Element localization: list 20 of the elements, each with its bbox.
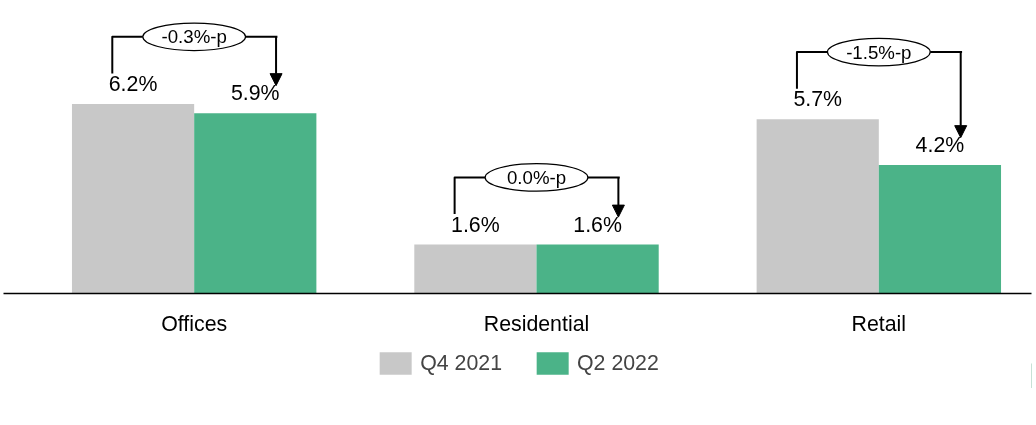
bar: [71, 103, 195, 294]
legend-label: Q4 2021: [420, 350, 502, 376]
x-tick-label: Offices: [161, 311, 228, 336]
legend-label: Q2 2022: [577, 350, 659, 376]
text: -0.3%-p: [161, 26, 227, 48]
data-label: 5.9%: [230, 81, 280, 106]
data-label: 4.2%: [915, 133, 965, 158]
text: -1.5%-p: [846, 41, 912, 63]
annotation: 0.0%-p: [506, 166, 567, 188]
data-label: 1.6%: [451, 212, 500, 237]
bar: [536, 244, 659, 294]
bar: [194, 113, 317, 294]
data-label: 6.2%: [108, 71, 158, 96]
data-label: 1.6%: [573, 212, 622, 237]
data-label: 5.7%: [793, 87, 843, 112]
bar: [878, 165, 1002, 294]
x-tick-label: Retail: [851, 311, 907, 336]
bar: [414, 244, 537, 294]
bar: [756, 119, 879, 294]
x-tick-label: Residential: [483, 311, 590, 336]
